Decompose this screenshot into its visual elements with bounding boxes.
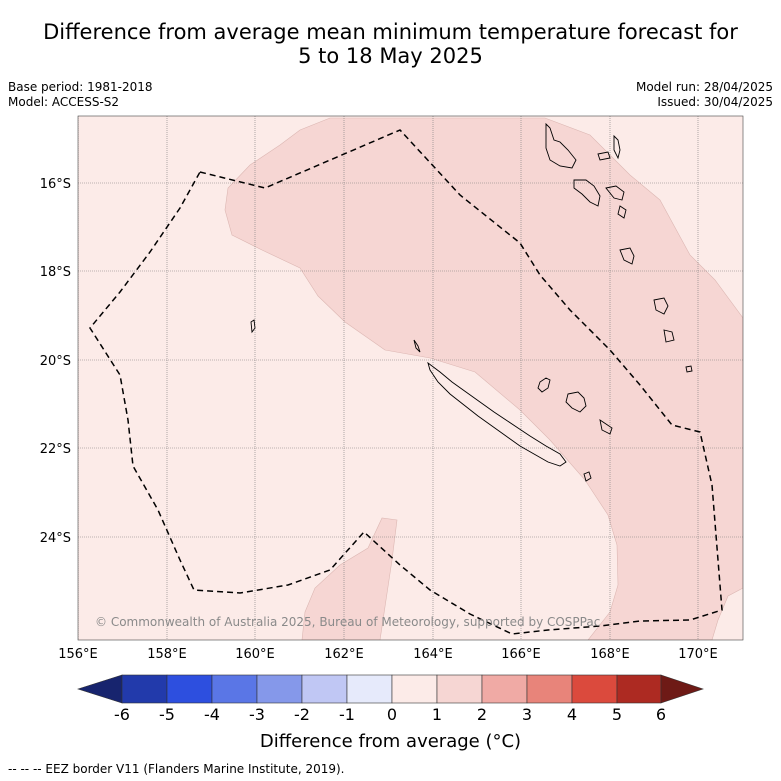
new-caledonia-coast (427, 361, 567, 467)
lat-label-24s: 24°S (40, 531, 71, 546)
colorbar-swatch-neg1 (346, 674, 393, 704)
model-run-text: Model run: 28/04/2025 (635, 80, 773, 94)
base-period-text: Base period: 1981-2018 (8, 80, 153, 94)
run-info: Model run: 28/04/2025 Issued: 30/04/2025 (636, 80, 773, 110)
lon-label-156e: 156°E (58, 647, 98, 662)
colorbar-swatch-4 (571, 674, 618, 704)
colorbar-tick-neg5: -5 (159, 705, 175, 724)
colorbar-tick-3: 3 (522, 705, 532, 724)
colorbar-tick-1: 1 (432, 705, 442, 724)
colorbar-over-arrow (660, 674, 704, 704)
colorbar-tick-neg2: -2 (294, 705, 310, 724)
lon-label-166e: 166°E (501, 647, 541, 662)
lon-label-170e: 170°E (678, 647, 718, 662)
model-name-text: Model: ACCESS-S2 (8, 95, 120, 109)
lon-label-158e: 158°E (147, 647, 187, 662)
map-frame (77, 115, 744, 641)
issued-date-text: Issued: 30/04/2025 (657, 95, 773, 109)
model-info: Base period: 1981-2018 Model: ACCESS-S2 (8, 80, 153, 110)
anomaly-band-1-2-southwest (301, 517, 398, 640)
colorbar-swatch-2 (481, 674, 528, 704)
colorbar-swatch-0 (391, 674, 438, 704)
anomaly-band-1-2 (224, 117, 743, 640)
colorbar-tick-neg6: -6 (114, 705, 130, 724)
eez-border-note: -- -- -- EEZ border V11 (Flanders Marine… (8, 762, 345, 776)
colorbar-tick-5: 5 (612, 705, 622, 724)
map-title-line2: 5 to 18 May 2025 (298, 44, 483, 68)
lon-label-162e: 162°E (324, 647, 364, 662)
coastlines (250, 122, 693, 482)
lon-label-164e: 164°E (413, 647, 453, 662)
colorbar-tick-4: 4 (567, 705, 577, 724)
colorbar-under-arrow (77, 674, 123, 704)
colorbar-swatch-neg5 (166, 674, 213, 704)
colorbar-swatch-neg6 (121, 674, 168, 704)
colorbar (77, 674, 704, 704)
copyright-notice: © Commonwealth of Australia 2025, Bureau… (95, 615, 600, 629)
colorbar-tick-6: 6 (656, 705, 666, 724)
colorbar-swatch-neg3 (256, 674, 303, 704)
colorbar-swatch-1 (436, 674, 483, 704)
colorbar-title: Difference from average (°C) (259, 731, 522, 752)
colorbar-swatch-3 (526, 674, 573, 704)
colorbar-tick-2: 2 (477, 705, 487, 724)
lat-label-16s: 16°S (40, 177, 71, 192)
lon-label-168e: 168°E (590, 647, 630, 662)
map-title-line1: Difference from average mean minimum tem… (43, 20, 738, 44)
lon-label-160e: 160°E (235, 647, 275, 662)
colorbar-tick-0: 0 (387, 705, 397, 724)
eez-border (89, 129, 723, 635)
graticule (78, 116, 743, 640)
colorbar-tick-neg1: -1 (339, 705, 355, 724)
colorbar-tick-neg3: -3 (249, 705, 265, 724)
colorbar-tick-neg4: -4 (204, 705, 220, 724)
colorbar-swatch-neg2 (301, 674, 348, 704)
lat-label-20s: 20°S (40, 354, 71, 369)
colorbar-swatch-5 (616, 674, 662, 704)
lat-label-22s: 22°S (40, 442, 71, 457)
lat-label-18s: 18°S (40, 265, 71, 280)
colorbar-swatch-neg4 (211, 674, 258, 704)
